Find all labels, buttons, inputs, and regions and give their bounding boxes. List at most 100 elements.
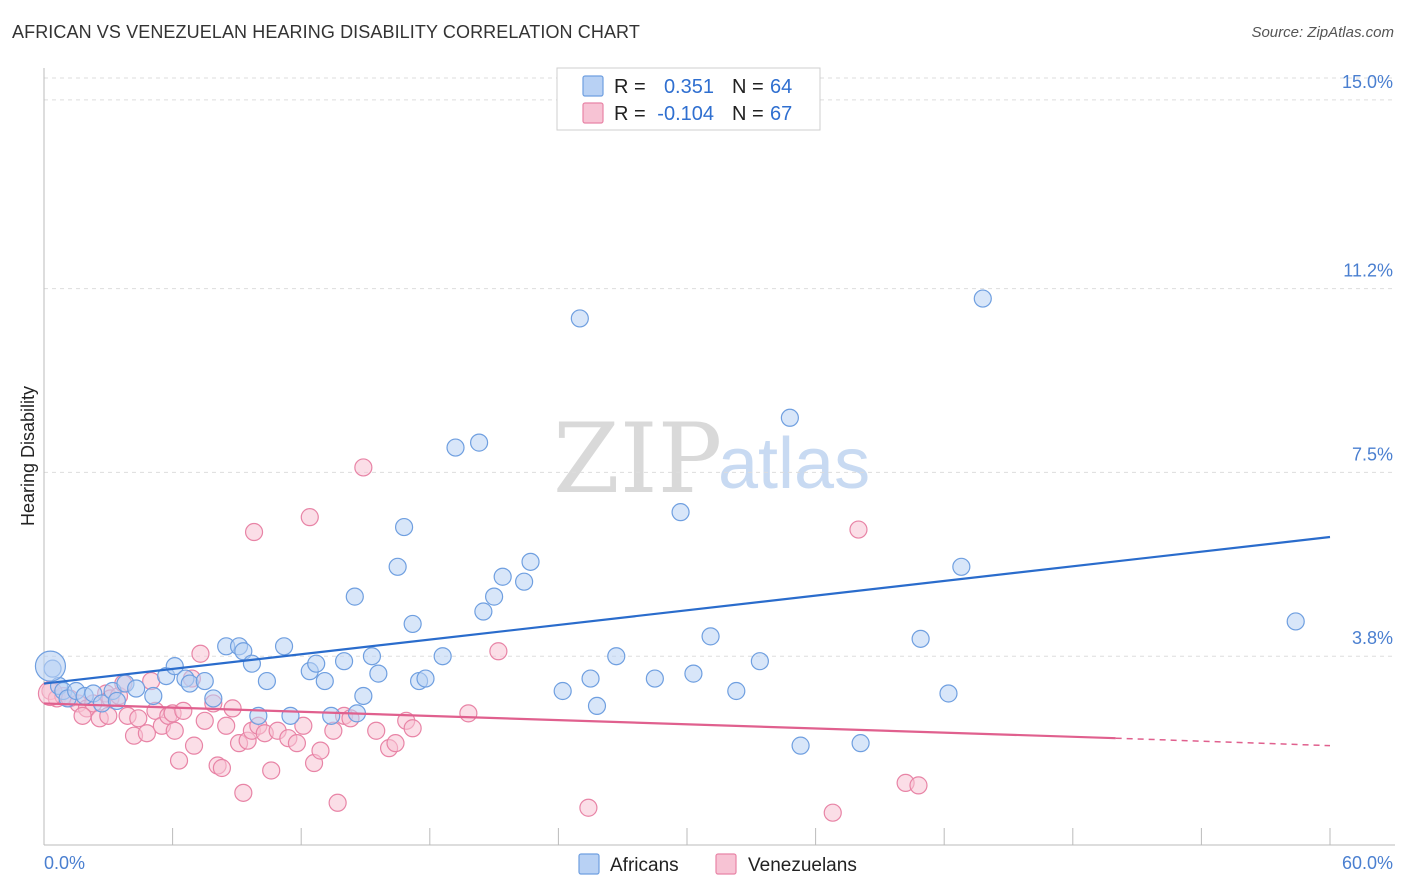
y-tick-label: 15.0% — [1342, 72, 1393, 92]
data-point — [581, 669, 600, 688]
legend-swatch-africans — [582, 75, 604, 97]
y-tick-labels: 3.8% 7.5% 11.2% 15.0% — [1342, 72, 1393, 648]
data-point — [515, 572, 534, 591]
data-point — [212, 758, 231, 778]
data-point — [129, 709, 148, 728]
data-point — [328, 793, 347, 812]
data-point — [169, 751, 189, 770]
watermark-atlas: atlas — [718, 424, 870, 504]
data-point — [911, 629, 930, 648]
data-point — [165, 721, 184, 740]
legend-r-value-africans: 0.351 — [664, 76, 714, 98]
data-point — [127, 679, 146, 698]
data-point — [354, 686, 373, 706]
data-point — [973, 289, 992, 308]
data-point — [294, 716, 313, 735]
data-point — [354, 458, 373, 477]
legend-n-label-africans: N = — [732, 76, 764, 98]
legend-r-label-africans: R = — [614, 76, 646, 98]
data-point — [307, 654, 326, 673]
data-point — [403, 719, 422, 738]
data-point — [446, 438, 465, 457]
data-point — [553, 681, 572, 701]
data-point — [474, 602, 493, 621]
venezuelans-trend-line — [43, 702, 1116, 740]
data-point — [137, 724, 156, 743]
y-axis-label: Hearing Disability — [18, 386, 38, 526]
legend-n-label-venezuelans: N = — [732, 103, 764, 125]
data-point — [952, 557, 971, 576]
legend-swatch-venezuelans — [582, 102, 604, 124]
data-point — [587, 696, 607, 716]
data-point — [281, 706, 300, 725]
data-point — [165, 657, 184, 676]
data-point — [489, 642, 508, 661]
data-point — [780, 408, 799, 427]
bottom-legend-swatch-africans — [578, 853, 600, 875]
data-point — [287, 734, 307, 753]
data-point — [322, 706, 341, 725]
data-point — [750, 652, 769, 671]
venezuelans-points — [37, 458, 928, 822]
data-point — [394, 517, 414, 537]
data-point — [469, 433, 489, 452]
data-point — [262, 761, 281, 780]
data-point — [217, 716, 236, 735]
data-point — [234, 783, 253, 802]
venezuelans-trend-line-extension — [1115, 737, 1331, 747]
legend-n-value-africans: 64 — [770, 76, 792, 98]
x-axis-ticks — [43, 828, 1331, 845]
x-tick-label-min: 0.0% — [44, 853, 85, 873]
bottom-legend-label-africans: Africans — [610, 855, 679, 876]
data-point — [180, 674, 199, 693]
chart-title: AFRICAN VS VENEZUELAN HEARING DISABILITY… — [12, 22, 640, 42]
data-point — [242, 654, 262, 673]
data-point — [671, 503, 690, 522]
data-point — [315, 671, 334, 691]
africans-points — [34, 289, 1305, 755]
data-point — [791, 736, 810, 755]
source-credit: Source: ZipAtlas.com — [1251, 24, 1394, 41]
x-tick-label-max: 60.0% — [1342, 853, 1393, 873]
data-point — [142, 671, 161, 691]
data-point — [416, 669, 435, 688]
gridlines — [44, 77, 1395, 657]
data-point — [244, 522, 264, 542]
data-point — [174, 701, 193, 720]
data-point — [274, 637, 294, 656]
data-point — [334, 652, 354, 671]
bottom-legend-label-venezuelans: Venezuelans — [748, 855, 857, 876]
data-point — [204, 689, 223, 708]
data-point — [1286, 612, 1305, 631]
data-point — [851, 734, 870, 753]
bottom-legend-swatch-venezuelans — [715, 853, 737, 875]
data-point — [493, 567, 512, 586]
data-point — [570, 309, 589, 328]
data-point — [403, 614, 422, 634]
data-point — [311, 741, 330, 760]
data-point — [939, 684, 958, 703]
data-point — [909, 776, 928, 795]
y-tick-label: 7.5% — [1352, 444, 1393, 464]
data-point — [195, 711, 214, 730]
data-point-cluster — [34, 650, 67, 682]
data-point — [195, 671, 214, 691]
data-point — [433, 647, 452, 666]
data-point — [144, 686, 163, 706]
data-point — [823, 803, 842, 822]
data-point — [459, 704, 478, 723]
data-point — [369, 664, 388, 683]
y-tick-label: 11.2% — [1343, 261, 1393, 281]
y-tick-label: 3.8% — [1352, 628, 1393, 648]
legend-r-label-venezuelans: R = — [614, 103, 646, 125]
data-point — [362, 647, 382, 666]
data-point — [73, 706, 92, 725]
data-point — [701, 627, 720, 646]
data-point — [257, 671, 277, 691]
legend-n-value-venezuelans: 67 — [770, 103, 792, 125]
data-point — [521, 552, 540, 571]
data-point — [345, 587, 364, 606]
data-point — [727, 681, 746, 701]
legend: R = 0.351 N = 64 R = -0.104 N = 67 — [556, 67, 821, 131]
